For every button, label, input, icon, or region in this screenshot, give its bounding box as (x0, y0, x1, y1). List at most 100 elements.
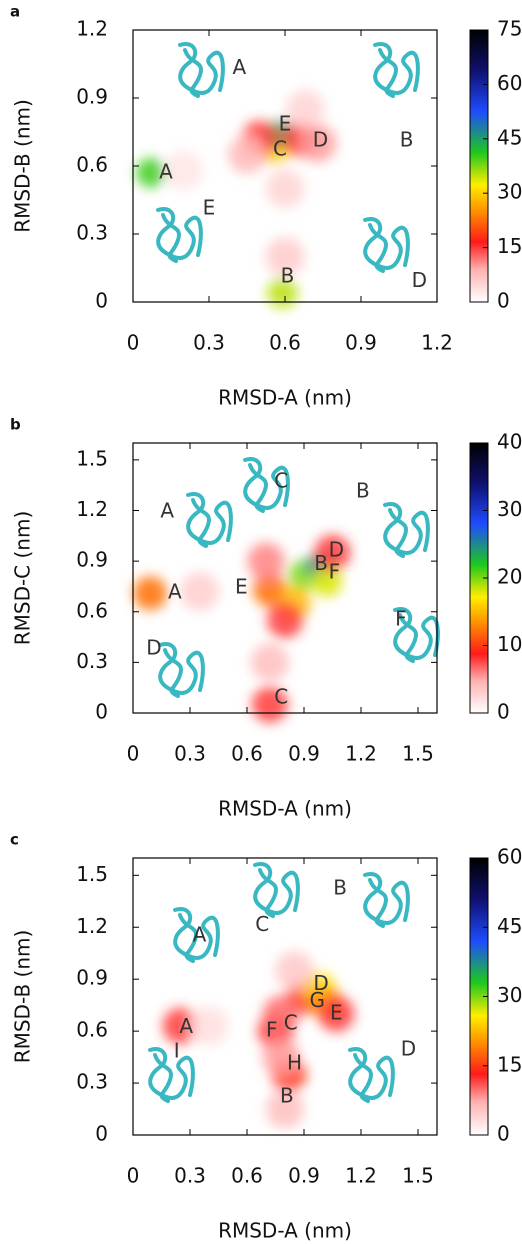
annotation: F (266, 1018, 278, 1042)
panel-label: b (10, 416, 21, 434)
y-tick-label: 1.5 (76, 862, 108, 886)
y-tick-label: 0.9 (76, 966, 108, 990)
y-tick-label: 0.9 (76, 85, 108, 109)
annotation: C (273, 137, 287, 161)
density-spot (164, 150, 204, 191)
annotation: B (356, 478, 370, 502)
colorbar-tick-label: 45 (497, 125, 522, 149)
x-tick-label: 1.5 (402, 1164, 434, 1188)
annotation: A (233, 55, 247, 79)
colorbar-tick-label: 15 (497, 1052, 522, 1076)
x-axis-label: RMSD-A (nm) (218, 1219, 352, 1243)
colorbar-tick-label: 30 (497, 497, 522, 521)
annotation: E (203, 196, 216, 220)
y-axis-label: RMSD-B (nm) (11, 99, 35, 233)
colorbar-tick-label: 40 (497, 430, 522, 454)
annotation: A (193, 922, 207, 946)
y-tick-label: 1.2 (76, 914, 108, 938)
structure (375, 44, 418, 96)
structure (150, 1049, 193, 1101)
annotation: G (310, 988, 326, 1012)
density (133, 534, 351, 723)
x-tick-label: 1.2 (421, 331, 453, 355)
structure (385, 504, 428, 556)
density-spot (162, 1007, 199, 1044)
annotation: A (179, 1014, 193, 1038)
y-axis-label: RMSD-B (nm) (11, 930, 35, 1064)
structure (255, 864, 298, 916)
x-tick-label: 1.2 (345, 1164, 377, 1188)
annotation: D (401, 1037, 416, 1061)
density-spot (252, 572, 287, 607)
structure (350, 1049, 393, 1101)
colorbar-tick-label: 75 (497, 17, 522, 41)
y-tick-label: 0.9 (76, 548, 108, 572)
x-tick-label: 0 (127, 331, 140, 355)
x-tick-label: 0.3 (193, 331, 225, 355)
annotation: C (255, 912, 269, 936)
annotation: E (279, 112, 292, 136)
density-spot (299, 124, 337, 162)
density-spot (285, 90, 325, 129)
y-tick-label: 1.2 (76, 497, 108, 521)
annotation: B (314, 551, 328, 575)
annotation: A (168, 580, 182, 604)
y-tick-label: 0.3 (76, 649, 108, 673)
colorbar-tick-label: 0 (497, 1122, 510, 1146)
annotation: F (329, 559, 341, 583)
colorbar (469, 29, 489, 303)
annotation: D (412, 268, 427, 292)
panel-label: c (10, 831, 19, 849)
annotation: C (284, 1011, 298, 1035)
plot-frame (132, 857, 438, 1136)
annotation: F (395, 607, 407, 631)
panel-label: a (10, 3, 20, 21)
annotation: D (313, 128, 328, 152)
colorbar-tick-label: 60 (497, 845, 522, 869)
annotation: A (159, 159, 173, 183)
density-spot (133, 576, 168, 611)
x-tick-label: 0.6 (269, 331, 301, 355)
x-axis-label: RMSD-A (nm) (218, 797, 352, 821)
density-spot (250, 643, 289, 682)
x-tick-label: 1.5 (402, 742, 434, 766)
annotation: H (287, 1051, 302, 1075)
y-tick-label: 1.2 (76, 17, 108, 41)
density-spot (265, 169, 305, 209)
annotation: B (400, 128, 414, 152)
annotation: D (146, 635, 161, 659)
annotation: B (333, 876, 347, 900)
structure (180, 44, 223, 96)
structure (365, 219, 408, 271)
density-spot (318, 995, 355, 1032)
annotation: E (330, 1000, 343, 1024)
annotation: B (280, 1083, 294, 1107)
density-spot (136, 158, 166, 188)
colorbar-tick-label: 20 (497, 565, 522, 589)
colorbar-tick-label: 60 (497, 71, 522, 95)
colorbar-tick-label: 15 (497, 234, 522, 258)
x-tick-label: 0.9 (288, 742, 320, 766)
annotation: C (274, 684, 288, 708)
y-tick-label: 1.5 (76, 446, 108, 470)
colorbar-tick-label: 45 (497, 914, 522, 938)
y-tick-label: 0.3 (76, 1070, 108, 1094)
density-spot (267, 277, 298, 309)
structure (188, 494, 231, 546)
colorbar-tick-label: 0 (497, 289, 510, 313)
density-spot (247, 542, 285, 580)
y-tick-label: 0 (95, 289, 108, 313)
y-tick-label: 0 (95, 1122, 108, 1146)
y-tick-label: 0.3 (76, 221, 108, 245)
y-tick-label: 0 (95, 700, 108, 724)
density-spot (265, 237, 305, 276)
density (136, 90, 337, 309)
density-spot (228, 135, 266, 174)
x-tick-label: 0.9 (345, 331, 377, 355)
colorbar-tick-label: 10 (497, 632, 522, 656)
colorbar-tick-label: 30 (497, 180, 522, 204)
y-tick-label: 0.6 (76, 153, 108, 177)
y-axis-label: RMSD-C (nm) (11, 511, 35, 646)
plot-frame (132, 442, 438, 714)
